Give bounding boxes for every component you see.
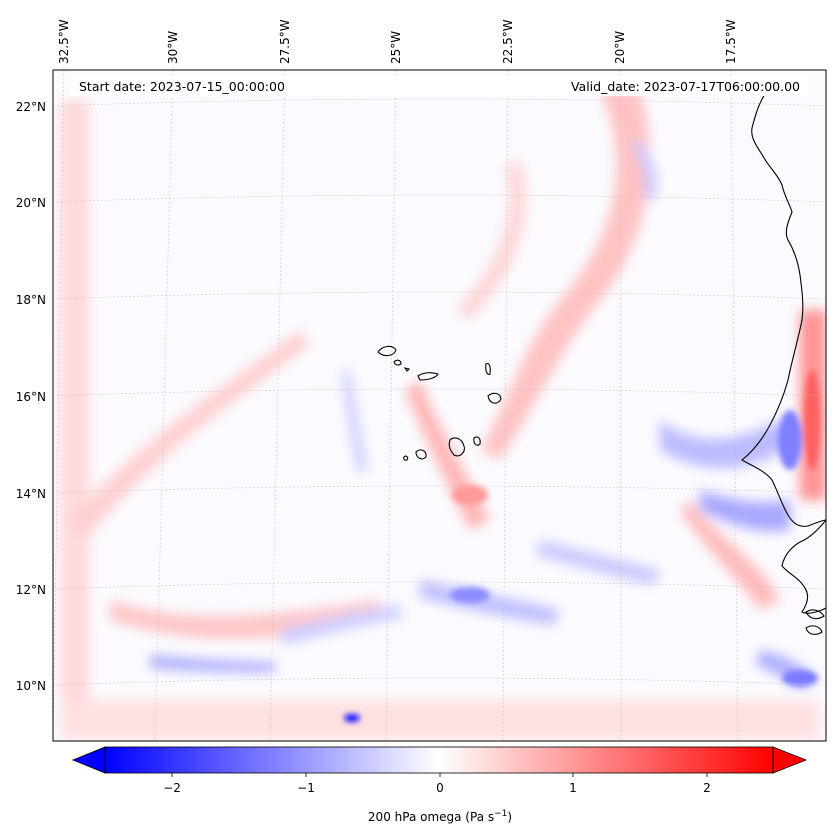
lon-label: 25°W — [389, 31, 403, 64]
omega-positive-band — [455, 160, 527, 320]
colorbar-extend-left — [71, 746, 106, 774]
sal-island — [485, 362, 491, 375]
omega-negative-band — [150, 655, 275, 672]
boa-vista-island — [487, 392, 502, 404]
omega-negative-band — [632, 140, 657, 200]
colorbar-label-sup: −1 — [494, 809, 507, 819]
sao-nicolau-island — [417, 372, 439, 381]
africa-coastline — [741, 85, 826, 527]
omega-negative-core — [450, 587, 490, 603]
omega-positive-band — [60, 100, 90, 700]
header-box — [70, 76, 810, 96]
omega-negative-core — [778, 410, 802, 470]
colorbar-body — [104, 746, 774, 774]
lat-label: 12°N — [16, 583, 46, 597]
omega-negative-band — [535, 540, 660, 585]
colorbar: −2 −1 0 1 2 200 hPa omega (Pa s−1) — [71, 746, 808, 824]
lon-label: 20°W — [613, 31, 627, 64]
omega-positive-band — [60, 700, 820, 740]
maio-island — [473, 436, 481, 446]
bijagos-islands — [805, 625, 823, 635]
lat-label: 16°N — [16, 390, 46, 404]
colorbar-tick-label: 1 — [569, 781, 577, 795]
colorbar-tick-label: −1 — [297, 781, 315, 795]
colorbar-label-close: ) — [507, 810, 512, 824]
omega-negative-core — [344, 714, 360, 722]
africa-coastline — [781, 519, 826, 614]
fogo-island — [415, 449, 427, 460]
lat-label: 18°N — [16, 293, 46, 307]
lon-label: 27.5°W — [278, 19, 292, 64]
santo-antao-island — [377, 345, 397, 357]
omega-negative-band — [280, 605, 402, 645]
omega-field — [60, 90, 826, 740]
coastlines — [741, 85, 826, 635]
colorbar-tick-label: 0 — [436, 781, 444, 795]
colorbar-extend-right — [772, 746, 808, 774]
santiago-island — [448, 437, 465, 457]
colorbar-label: 200 hPa omega (Pa s−1) — [368, 809, 512, 824]
map-border — [52, 69, 827, 742]
valid-date-label: Valid_date: 2023-07-17T06:00:00.00 — [571, 79, 800, 94]
colorbar-tick-label: 2 — [703, 781, 711, 795]
omega-negative-band — [342, 370, 368, 472]
omega-positive-band — [680, 500, 780, 610]
omega-negative-band — [660, 420, 800, 469]
colorbar-tick-label: −2 — [163, 781, 181, 795]
lon-label: 30°W — [166, 31, 180, 64]
sao-vicente-island — [393, 359, 402, 366]
colorbar-ticks — [171, 773, 708, 777]
omega-negative-core — [782, 670, 818, 686]
santa-luzia-island — [403, 367, 411, 372]
map-background — [53, 70, 826, 741]
lat-label: 14°N — [16, 487, 46, 501]
lat-label: 10°N — [16, 679, 46, 693]
map-panel: Start date: 2023-07-15_00:00:00 Valid_da… — [52, 69, 827, 742]
brava-island — [403, 455, 409, 461]
omega-positive-core — [804, 370, 820, 470]
cape-verde-islands — [377, 345, 502, 461]
omega-negative-band — [700, 490, 790, 532]
lon-label: 22.5°W — [501, 19, 515, 64]
lat-label: 22°N — [16, 100, 46, 114]
omega-positive-band — [70, 330, 310, 540]
latitude-labels: 22°N 20°N 18°N 16°N 14°N 12°N 10°N — [16, 100, 46, 693]
omega-positive-core — [452, 485, 488, 505]
lon-label: 17.5°W — [724, 19, 738, 64]
bijagos-islands — [805, 609, 825, 620]
omega-positive-band — [480, 90, 650, 460]
longitude-labels: 32.5°W 30°W 27.5°W 25°W 22.5°W 20°W 17.5… — [57, 19, 738, 64]
lat-label: 20°N — [16, 196, 46, 210]
start-date-label: Start date: 2023-07-15_00:00:00 — [79, 79, 285, 94]
colorbar-label-main: 200 hPa omega (Pa s — [368, 810, 494, 824]
lon-label: 32.5°W — [57, 19, 71, 64]
